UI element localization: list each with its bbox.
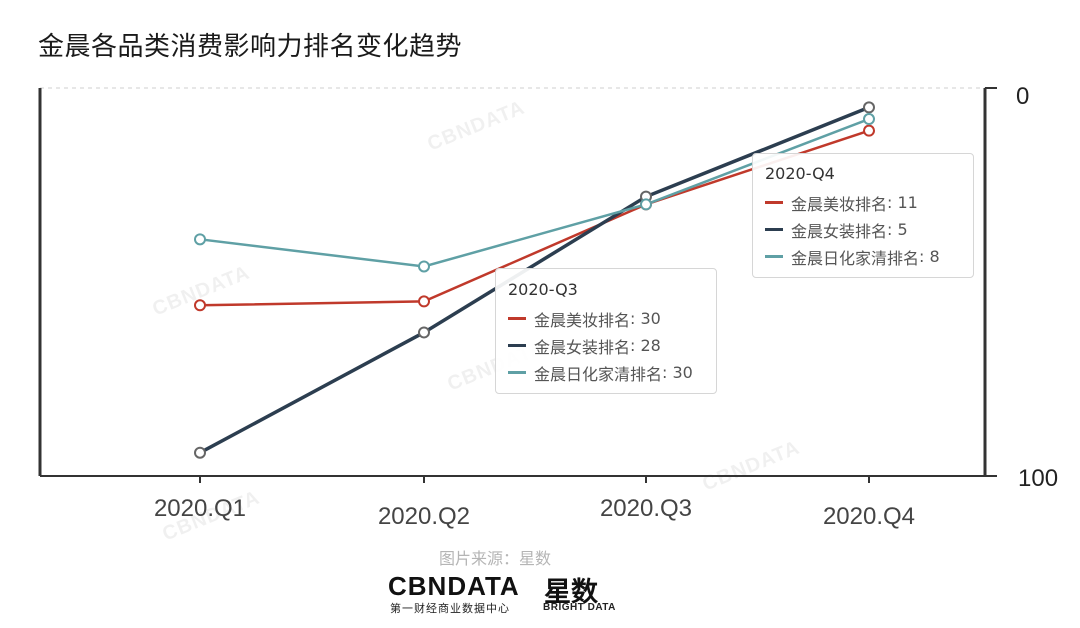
- xingshu-logo: 星数: [544, 577, 598, 608]
- data-point: [194, 233, 206, 246]
- tooltip-title: 2020-Q4: [765, 164, 835, 183]
- x-tick-label: 2020.Q1: [154, 495, 246, 522]
- tooltip-value: 30: [640, 309, 661, 328]
- x-tick-label: 2020.Q3: [600, 495, 692, 522]
- tooltip-value: 8: [929, 247, 940, 266]
- chart-title: 金晨各品类消费影响力排名变化趋势: [38, 32, 463, 62]
- series-marker: [508, 317, 526, 320]
- series-marker: [765, 228, 783, 231]
- series-marker: [508, 344, 526, 347]
- tooltip-label: 金晨美妆排名: [534, 310, 631, 330]
- data-point: [194, 446, 206, 459]
- xingshu-logo-subtitle: BRIGHT DATA: [543, 602, 616, 613]
- tooltip-row: 金晨日化家清排名: 30: [508, 359, 704, 386]
- y-tick-label: 0: [1016, 83, 1029, 110]
- series-marker: [508, 371, 526, 374]
- x-tick-label: 2020.Q4: [823, 503, 915, 530]
- tooltip-label: 金晨日化家清排名: [791, 248, 920, 268]
- cbndata-logo: CBNDATA: [388, 571, 520, 601]
- data-point: [863, 101, 875, 114]
- y-tick-label: 100: [1018, 465, 1058, 492]
- data-point: [194, 299, 206, 312]
- tooltip-value: 11: [897, 193, 918, 212]
- tooltip-value: 5: [897, 220, 908, 239]
- tooltip-row: 金晨女装排名: 28: [508, 332, 704, 359]
- x-tick-label: 2020.Q2: [378, 503, 470, 530]
- tooltip-label: 金晨女装排名: [791, 221, 888, 241]
- tooltip-row: 金晨美妆排名: 11: [765, 189, 961, 216]
- tooltip-row: 金晨日化家清排名: 8: [765, 243, 961, 270]
- tooltip-value: 28: [640, 336, 661, 355]
- source-note: 图片来源：星数: [438, 549, 551, 568]
- data-point: [863, 113, 875, 126]
- series-line: [199, 105, 870, 455]
- tooltip-row: 金晨美妆排名: 30: [508, 305, 704, 332]
- data-point: [863, 124, 875, 137]
- data-point: [418, 295, 430, 308]
- cbndata-logo-subtitle: 第一财经商业数据中心: [390, 602, 510, 615]
- tooltip-q3: 2020-Q3 金晨美妆排名: 30 金晨女装排名: 28 金晨日化家清排名: …: [495, 268, 717, 394]
- tooltip-title: 2020-Q3: [508, 280, 578, 299]
- tooltip-row: 金晨女装排名: 5: [765, 216, 961, 243]
- data-point: [418, 326, 430, 339]
- tooltip-label: 金晨女装排名: [534, 337, 631, 357]
- data-point: [418, 260, 430, 273]
- tooltip-label: 金晨美妆排名: [791, 194, 888, 214]
- tooltip-value: 30: [672, 363, 693, 382]
- series-marker: [765, 201, 783, 204]
- tooltip-q4: 2020-Q4 金晨美妆排名: 11 金晨女装排名: 5 金晨日化家清排名: 8: [752, 153, 974, 278]
- series-marker: [765, 255, 783, 258]
- tooltip-label: 金晨日化家清排名: [534, 364, 663, 384]
- data-point: [640, 198, 652, 211]
